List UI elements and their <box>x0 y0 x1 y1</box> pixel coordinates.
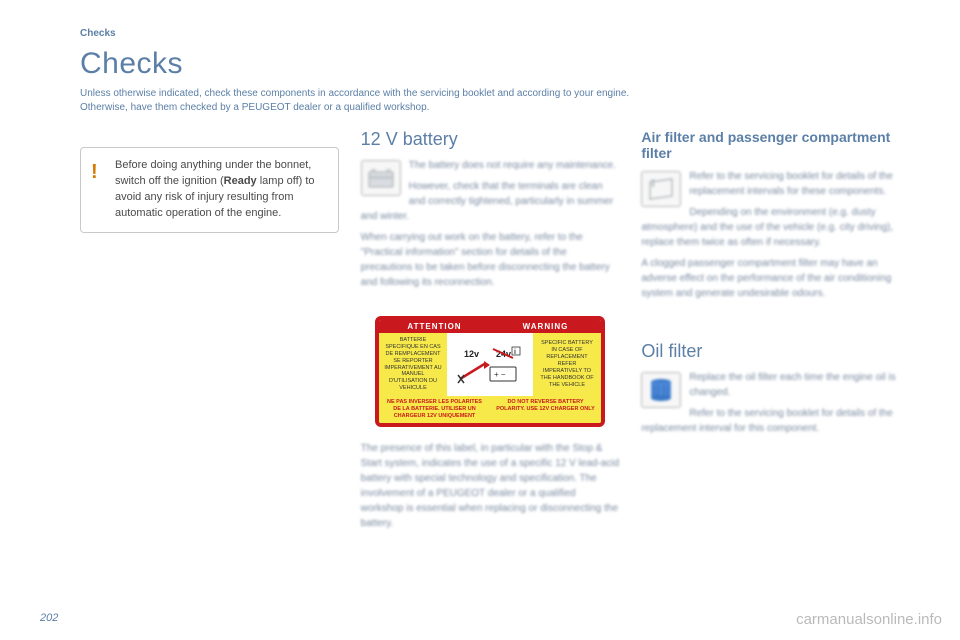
page-title: Checks <box>80 47 900 81</box>
oil-filter-icon <box>641 372 681 408</box>
svg-text:12v: 12v <box>464 349 479 359</box>
intro-line-1: Unless otherwise indicated, check these … <box>80 88 629 99</box>
label-center-diagram: 12v 24v + − i <box>447 333 533 396</box>
airfilter-heading: Air filter and passenger compartment fil… <box>641 129 900 161</box>
column-3: Air filter and passenger compartment fil… <box>641 129 900 537</box>
label-right-yellow: SPECIFIC BATTERY IN CASE OF REPLACEMENT … <box>533 333 601 396</box>
intro-text: Unless otherwise indicated, check these … <box>80 87 900 115</box>
intro-line-2: Otherwise, have them checked by a PEUGEO… <box>80 102 429 113</box>
svg-text:i: i <box>514 349 516 356</box>
oilfilter-p2: Refer to the servicing booklet for detai… <box>641 406 900 436</box>
air-filter-icon <box>641 171 681 207</box>
page-number: 202 <box>40 612 58 624</box>
airfilter-p3: A clogged passenger compartment filter m… <box>641 256 900 301</box>
battery-warning-label: ATTENTION WARNING BATTERIE SPECIFIQUE EN… <box>375 316 605 427</box>
column-2: 12 V battery The battery does not requir… <box>361 129 620 537</box>
battery-p4: The presence of this label, in particula… <box>361 441 620 531</box>
label-warning: WARNING <box>490 320 601 333</box>
label-mid: BATTERIE SPECIFIQUE EN CAS DE REMPLACEME… <box>379 333 601 396</box>
airfilter-body: Refer to the servicing booklet for detai… <box>641 169 900 307</box>
label-top-bar: ATTENTION WARNING <box>379 320 601 333</box>
label-left-red: NE PAS INVERSER LES POLARITES DE LA BATT… <box>379 396 490 423</box>
battery-p3: When carrying out work on the battery, r… <box>361 230 620 290</box>
label-attention: ATTENTION <box>379 320 490 333</box>
oilfilter-heading: Oil filter <box>641 341 900 362</box>
label-left-yellow: BATTERIE SPECIFIQUE EN CAS DE REMPLACEME… <box>379 333 447 396</box>
oilfilter-body: Replace the oil filter each time the eng… <box>641 370 900 442</box>
caution-box: ! Before doing anything under the bonnet… <box>80 147 339 233</box>
battery-label-note: The presence of this label, in particula… <box>361 441 620 531</box>
svg-text:+ −: + − <box>494 370 506 379</box>
section-label: Checks <box>80 28 900 39</box>
watermark: carmanualsonline.info <box>796 611 942 628</box>
caution-bold: Ready <box>224 175 257 187</box>
manual-page: Checks Checks Unless otherwise indicated… <box>0 0 960 557</box>
battery-body: The battery does not require any mainten… <box>361 158 620 296</box>
airfilter-p2: Depending on the environment (e.g. dusty… <box>641 205 900 250</box>
label-right-red: DO NOT REVERSE BATTERY POLARITY. USE 12V… <box>490 396 601 423</box>
battery-icon <box>361 160 401 196</box>
label-bottom: NE PAS INVERSER LES POLARITES DE LA BATT… <box>379 396 601 423</box>
exclamation-icon: ! <box>91 158 98 187</box>
column-1: ! Before doing anything under the bonnet… <box>80 129 339 537</box>
battery-heading: 12 V battery <box>361 129 620 150</box>
content-columns: ! Before doing anything under the bonnet… <box>80 129 900 537</box>
